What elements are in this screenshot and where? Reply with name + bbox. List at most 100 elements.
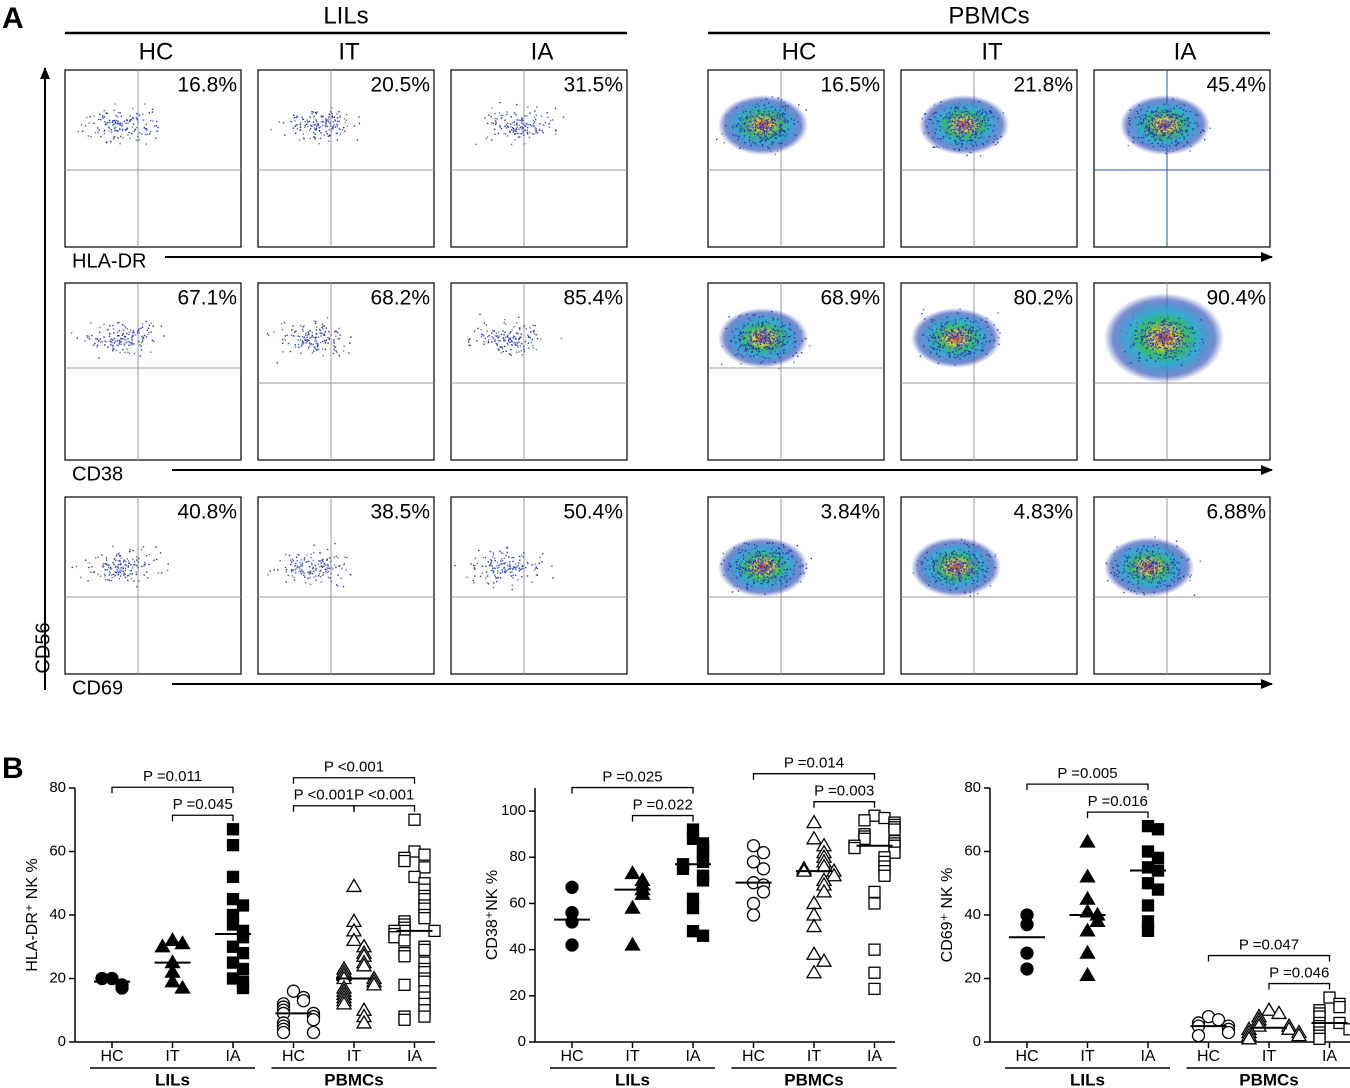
- event-dot: [1137, 137, 1140, 139]
- event-dot: [1166, 334, 1168, 336]
- event-dot: [1175, 117, 1177, 120]
- event-dot: [1191, 328, 1194, 330]
- event-dot: [751, 325, 753, 327]
- event-dot: [920, 334, 923, 337]
- event-dot: [1200, 319, 1202, 321]
- event-dot: [730, 571, 733, 573]
- event-dot: [775, 125, 778, 127]
- event-dot: [928, 339, 930, 342]
- event-dot: [762, 118, 765, 120]
- event-dot: [767, 565, 769, 567]
- event-dot: [754, 566, 757, 568]
- event-dot: [1168, 326, 1171, 329]
- event-dot: [749, 126, 751, 128]
- event-dot: [285, 581, 287, 583]
- event-dot: [1160, 131, 1162, 134]
- event-dot: [755, 349, 757, 351]
- gate-percentage: 38.5%: [370, 501, 430, 524]
- event-dot: [1166, 338, 1169, 340]
- event-dot: [1128, 117, 1130, 119]
- event-dot: [738, 126, 740, 129]
- event-dot: [1167, 317, 1169, 320]
- flow-events: [77, 103, 159, 145]
- event-dot: [749, 141, 751, 143]
- event-dot: [961, 339, 963, 341]
- event-dot: [958, 135, 960, 137]
- event-dot: [774, 561, 776, 563]
- event-dot: [1180, 339, 1182, 341]
- event-dot: [762, 136, 764, 138]
- event-dot: [1164, 122, 1167, 124]
- event-dot: [764, 107, 767, 109]
- event-dot: [772, 317, 774, 319]
- event-dot: [1168, 104, 1170, 107]
- event-dot: [750, 549, 752, 551]
- event-dot: [1145, 338, 1147, 340]
- event-dot: [955, 128, 957, 131]
- event-dot: [1129, 324, 1132, 326]
- event-dot: [750, 336, 752, 338]
- event-dot: [769, 128, 771, 131]
- event-dot: [116, 322, 119, 324]
- event-dot: [118, 572, 120, 574]
- event-dot: [988, 110, 991, 112]
- event-dot: [787, 552, 789, 554]
- event-dot: [495, 123, 497, 126]
- event-dot: [972, 321, 974, 323]
- event-dot: [760, 125, 762, 127]
- event-dot: [322, 334, 324, 336]
- event-dot: [105, 341, 107, 343]
- event-dot: [1151, 135, 1153, 138]
- event-dot: [973, 113, 975, 116]
- event-dot: [132, 107, 134, 110]
- event-dot: [801, 340, 803, 342]
- event-dot: [1162, 146, 1165, 148]
- event-dot: [122, 566, 124, 568]
- event-dot: [974, 133, 976, 135]
- event-dot: [309, 566, 311, 568]
- event-dot: [1169, 133, 1172, 135]
- event-dot: [496, 118, 498, 120]
- event-dot: [302, 118, 305, 121]
- event-dot: [981, 111, 984, 113]
- event-dot: [745, 569, 747, 572]
- event-dot: [1164, 320, 1166, 322]
- event-dot: [965, 118, 967, 120]
- event-dot: [326, 119, 328, 121]
- event-dot: [952, 337, 955, 339]
- event-dot: [772, 559, 774, 561]
- event-dot: [956, 132, 958, 135]
- event-dot: [788, 345, 790, 347]
- event-dot: [739, 573, 741, 575]
- event-dot: [756, 336, 758, 338]
- event-dot: [779, 124, 781, 126]
- event-dot: [960, 128, 963, 130]
- event-dot: [939, 121, 941, 123]
- event-dot: [539, 128, 541, 131]
- event-dot: [1151, 345, 1153, 347]
- event-dot: [112, 561, 114, 564]
- event-dot: [1131, 337, 1133, 339]
- event-dot: [736, 561, 738, 563]
- event-dot: [136, 330, 139, 333]
- event-dot: [294, 569, 296, 571]
- event-dot: [1173, 326, 1175, 329]
- event-dot: [1164, 144, 1167, 146]
- event-dot: [100, 135, 102, 138]
- event-dot: [511, 329, 513, 331]
- event-dot: [1201, 338, 1203, 340]
- event-dot: [1183, 334, 1185, 336]
- event-dot: [1178, 350, 1180, 352]
- event-dot: [1178, 332, 1180, 335]
- event-dot: [760, 134, 762, 136]
- event-dot: [1195, 115, 1197, 118]
- event-dot: [1165, 112, 1168, 114]
- event-dot: [971, 128, 973, 131]
- event-dot: [316, 326, 318, 328]
- event-dot: [155, 137, 157, 139]
- event-dot: [759, 554, 761, 557]
- event-dot: [512, 566, 515, 568]
- event-dot: [510, 567, 512, 569]
- event-dot: [1178, 343, 1181, 345]
- event-dot: [764, 326, 767, 328]
